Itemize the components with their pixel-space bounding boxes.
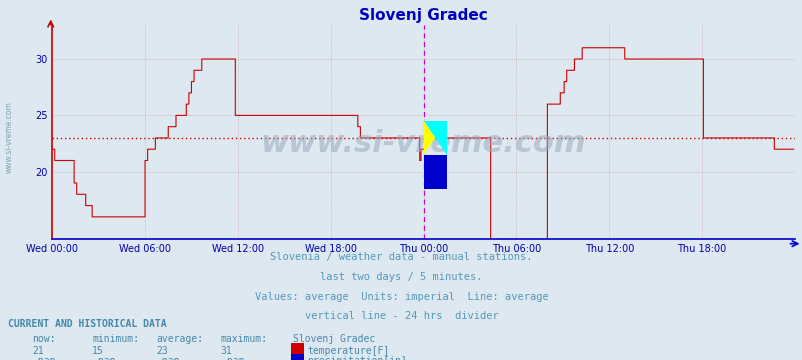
- Text: temperature[F]: temperature[F]: [307, 346, 389, 356]
- Text: precipitation[in]: precipitation[in]: [307, 356, 407, 360]
- Text: 31: 31: [221, 346, 233, 356]
- Title: Slovenj Gradec: Slovenj Gradec: [358, 8, 488, 23]
- Text: Slovenj Gradec: Slovenj Gradec: [293, 334, 375, 344]
- Text: -nan: -nan: [221, 356, 244, 360]
- Polygon shape: [423, 121, 446, 155]
- Text: www.si-vreme.com: www.si-vreme.com: [5, 101, 14, 173]
- Text: average:: average:: [156, 334, 204, 344]
- Text: -nan: -nan: [156, 356, 180, 360]
- Text: -nan: -nan: [32, 356, 55, 360]
- Text: CURRENT AND HISTORICAL DATA: CURRENT AND HISTORICAL DATA: [8, 319, 167, 329]
- Text: 15: 15: [92, 346, 104, 356]
- Text: www.si-vreme.com: www.si-vreme.com: [261, 129, 585, 158]
- Text: vertical line - 24 hrs  divider: vertical line - 24 hrs divider: [304, 311, 498, 321]
- Bar: [423, 155, 446, 189]
- Polygon shape: [423, 121, 446, 155]
- Text: 21: 21: [32, 346, 44, 356]
- Text: Values: average  Units: imperial  Line: average: Values: average Units: imperial Line: av…: [254, 292, 548, 302]
- Text: -nan: -nan: [92, 356, 115, 360]
- Text: now:: now:: [32, 334, 55, 344]
- Text: Slovenia / weather data - manual stations.: Slovenia / weather data - manual station…: [270, 252, 532, 262]
- Text: 23: 23: [156, 346, 168, 356]
- Text: minimum:: minimum:: [92, 334, 140, 344]
- Text: maximum:: maximum:: [221, 334, 268, 344]
- Text: last two days / 5 minutes.: last two days / 5 minutes.: [320, 272, 482, 282]
